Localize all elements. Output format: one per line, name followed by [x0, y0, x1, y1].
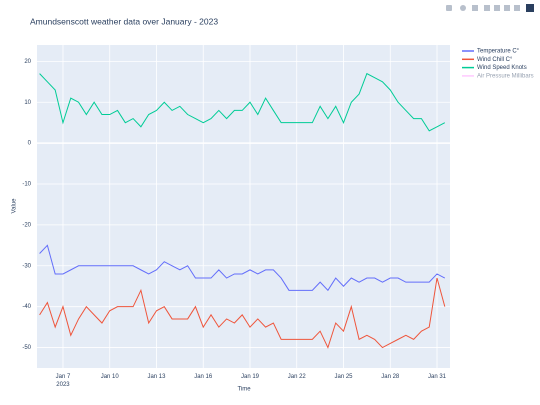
- x-tick-label: Jan 28: [381, 374, 400, 380]
- modebar-button[interactable]: [504, 5, 510, 11]
- plot-area: [37, 45, 450, 368]
- y-tick-label: -30: [22, 263, 31, 269]
- legend-item[interactable]: Wind Speed Knots: [462, 65, 527, 71]
- modebar-button[interactable]: [494, 5, 500, 11]
- x-tick-label-line: Jan 7: [56, 374, 71, 380]
- y-tick-label: 20: [24, 59, 31, 65]
- x-tick-label-line: Jan 25: [334, 374, 353, 380]
- modebar-button[interactable]: [446, 5, 452, 11]
- series-line: [39, 244, 446, 292]
- legend-item[interactable]: Temperature C°: [462, 49, 520, 55]
- series-line: [39, 72, 446, 132]
- y-axis-label: Value: [12, 198, 18, 214]
- x-tick-label-line: Jan 31: [428, 374, 447, 380]
- modebar[interactable]: [446, 4, 534, 12]
- legend-label[interactable]: Temperature C°: [477, 49, 520, 55]
- x-axis-label: Time: [237, 387, 251, 393]
- x-tick-label: Jan 31: [428, 374, 447, 380]
- x-tick-label: Jan 7 2023: [56, 374, 71, 388]
- x-tick-label-line: Jan 28: [381, 374, 400, 380]
- x-tick-label-line: Jan 19: [241, 374, 260, 380]
- x-tick-label-line: Jan 13: [147, 374, 166, 380]
- legend-item[interactable]: Wind Chill C°: [462, 57, 513, 63]
- x-tick-label-line: Jan 10: [101, 374, 120, 380]
- x-tick-label: Jan 22: [288, 374, 307, 380]
- modebar-button[interactable]: [514, 5, 520, 11]
- x-tick-label-line: Jan 16: [194, 374, 213, 380]
- x-tick-label: Jan 16: [194, 374, 213, 380]
- legend-item[interactable]: Air Pressure Millibars: [462, 73, 534, 79]
- legend-label[interactable]: Air Pressure Millibars: [477, 73, 534, 79]
- legend-label[interactable]: Wind Chill C°: [477, 57, 513, 63]
- chart-title: Amundsenscott weather data over January …: [30, 16, 218, 26]
- y-tick-label: -20: [22, 222, 31, 228]
- modebar-button[interactable]: [460, 5, 466, 11]
- modebar-logo[interactable]: [526, 4, 534, 12]
- x-tick-label: Jan 13: [147, 374, 166, 380]
- x-tick-label-line: 2023: [56, 382, 70, 388]
- y-tick-label: -40: [22, 304, 31, 310]
- x-tick-label: Jan 19: [241, 374, 260, 380]
- legend-label[interactable]: Wind Speed Knots: [477, 65, 527, 71]
- y-tick-label: 0: [28, 141, 32, 147]
- modebar-button[interactable]: [484, 5, 490, 11]
- modebar-button[interactable]: [472, 5, 478, 11]
- y-tick-label: -10: [22, 182, 31, 188]
- x-tick-label: Jan 10: [101, 374, 120, 380]
- series-line: [39, 277, 446, 349]
- y-tick-label: -50: [22, 345, 31, 351]
- y-tick-label: 10: [24, 100, 31, 106]
- x-tick-label: Jan 25: [334, 374, 353, 380]
- x-tick-label-line: Jan 22: [288, 374, 307, 380]
